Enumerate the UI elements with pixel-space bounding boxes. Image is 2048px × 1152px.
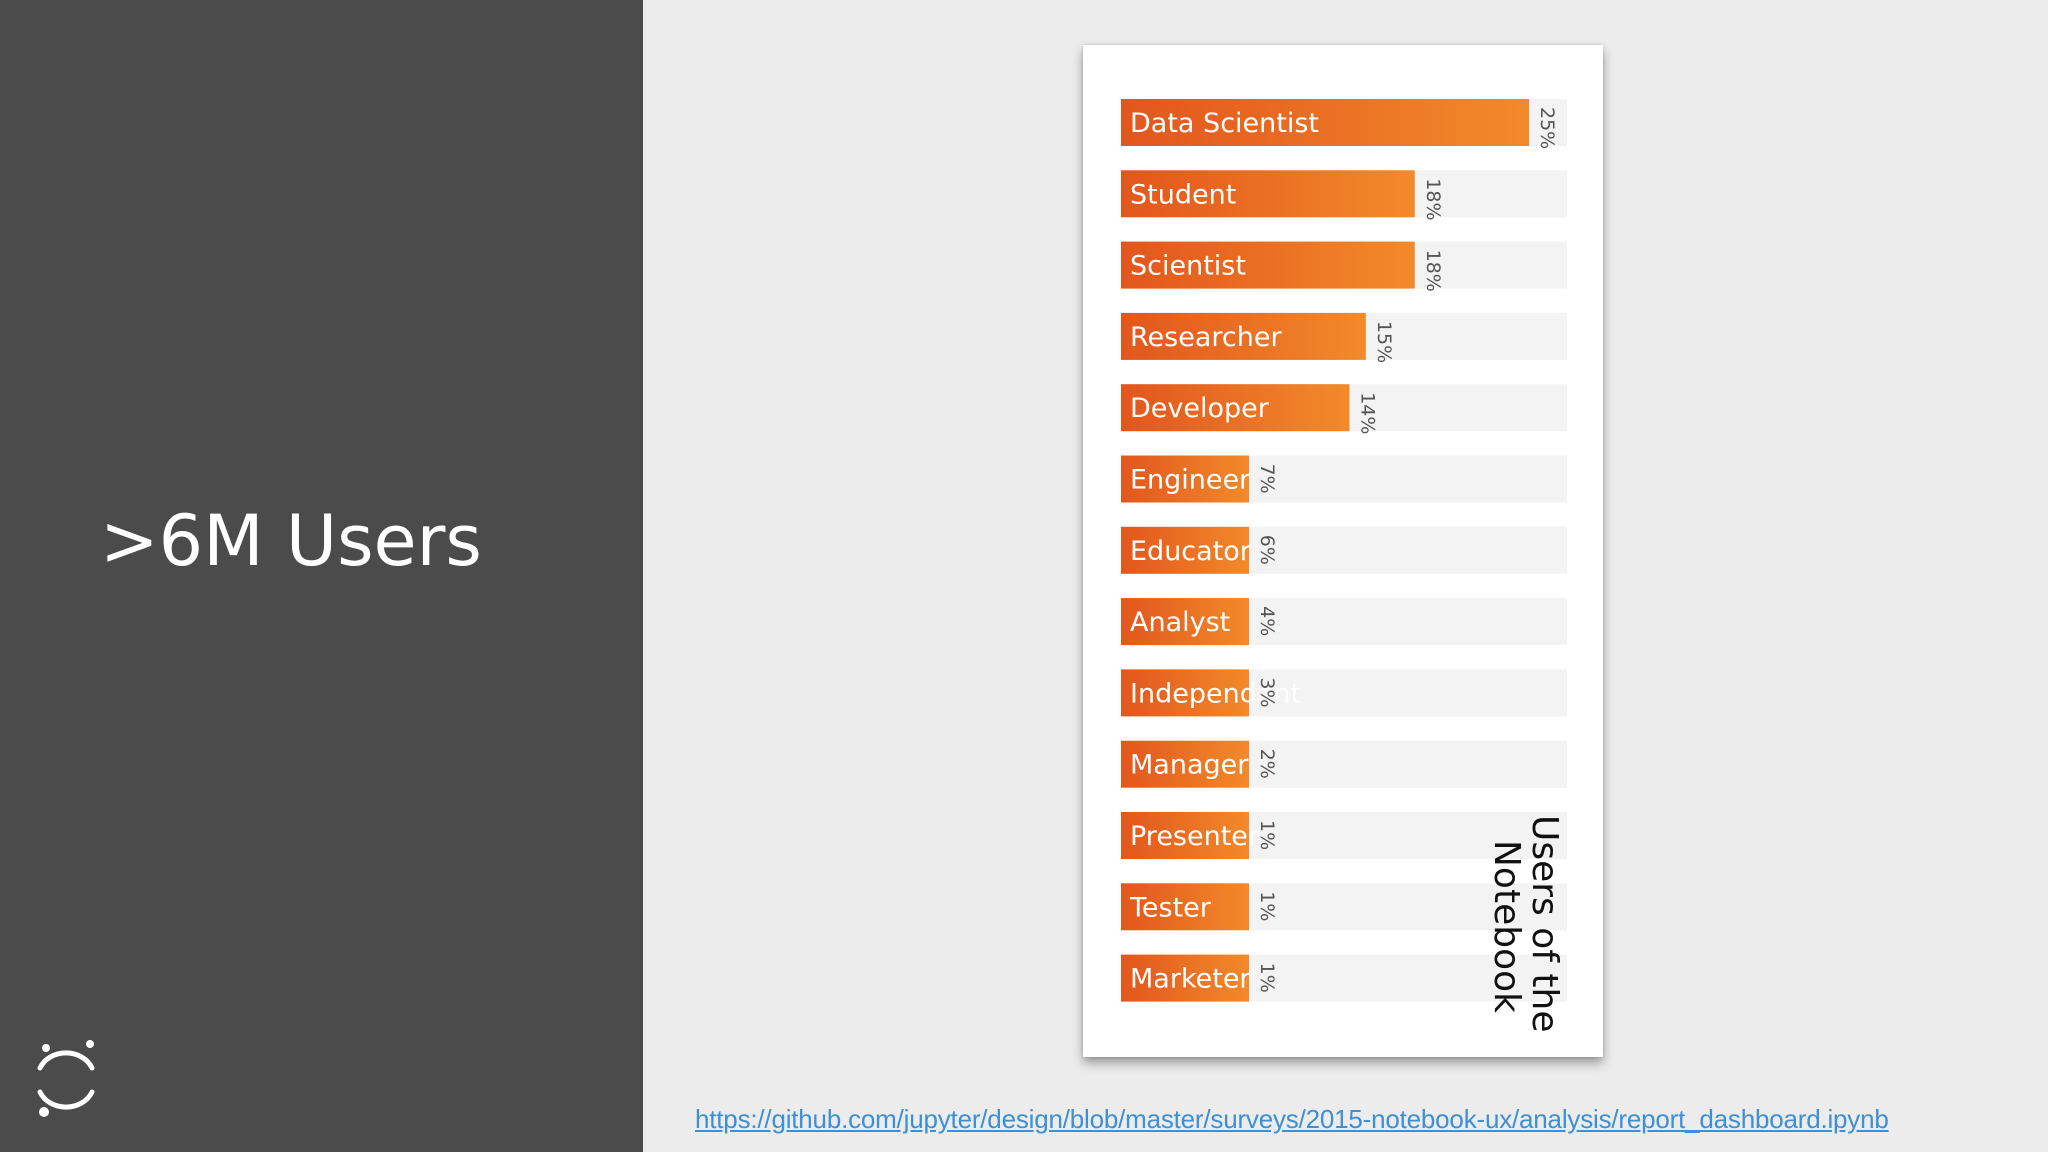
bar-category-label: Marketer xyxy=(1130,964,1251,995)
bar-value-label: 18% xyxy=(1422,178,1444,220)
bar-category-label: Educator xyxy=(1130,536,1252,567)
bar-value-label: 18% xyxy=(1422,250,1444,292)
bar-category-label: Researcher xyxy=(1130,322,1282,353)
bar-value-label: 2% xyxy=(1256,749,1278,779)
bar-value-label: 1% xyxy=(1256,891,1278,921)
bar-value-label: 4% xyxy=(1256,606,1278,636)
bar xyxy=(1121,812,1249,859)
bar xyxy=(1121,170,1415,218)
bar xyxy=(1121,384,1350,432)
bar-category-label: Engineer xyxy=(1130,465,1251,496)
bar-category-label: Developer xyxy=(1130,393,1270,424)
bar-category-label: Scientist xyxy=(1130,251,1246,282)
bar xyxy=(1121,241,1415,289)
jupyter-logo-icon xyxy=(37,1040,95,1117)
bar xyxy=(1121,99,1529,146)
bar xyxy=(1121,883,1249,931)
bar-category-label: Data Scientist xyxy=(1130,108,1319,139)
bar-category-label: Independant xyxy=(1130,678,1301,709)
bar-value-label: 6% xyxy=(1256,535,1278,565)
left-panel: >6M Users xyxy=(0,0,643,1152)
bar xyxy=(1121,740,1249,788)
bar-category-label: Presenter xyxy=(1130,821,1260,852)
bar-value-label: 15% xyxy=(1373,321,1395,363)
slide-title: >6M Users xyxy=(100,500,482,582)
bar-value-label: 25% xyxy=(1536,107,1558,149)
bar xyxy=(1121,669,1249,717)
bar-value-label: 7% xyxy=(1256,464,1278,494)
bar-category-label: Manager xyxy=(1130,750,1249,781)
chart-title-line-2: Notebook xyxy=(1486,840,1527,1013)
bar xyxy=(1121,598,1249,646)
bar xyxy=(1121,526,1249,574)
bar xyxy=(1121,455,1249,503)
bar-value-label: 3% xyxy=(1256,677,1278,707)
bar-value-label: 1% xyxy=(1256,963,1278,993)
bar-category-label: Student xyxy=(1130,179,1236,210)
bar-category-label: Tester xyxy=(1129,892,1212,923)
bar-chart: Data Scientist 25% Student 18% Scientist 18% R… xyxy=(1121,99,1567,1032)
bar xyxy=(1121,954,1249,1002)
source-link[interactable]: https://github.com/jupyter/design/blob/m… xyxy=(695,1104,1889,1134)
bar xyxy=(1121,312,1366,360)
chart-title-line-1: Users of the xyxy=(1524,815,1565,1032)
bar-category-label: Analyst xyxy=(1130,607,1230,638)
bar-value-label: 14% xyxy=(1356,392,1378,434)
chart-card: Data Scientist 25% Student 18% Scientist 18% R… xyxy=(1083,45,1603,1057)
bar-value-label: 1% xyxy=(1256,820,1278,850)
